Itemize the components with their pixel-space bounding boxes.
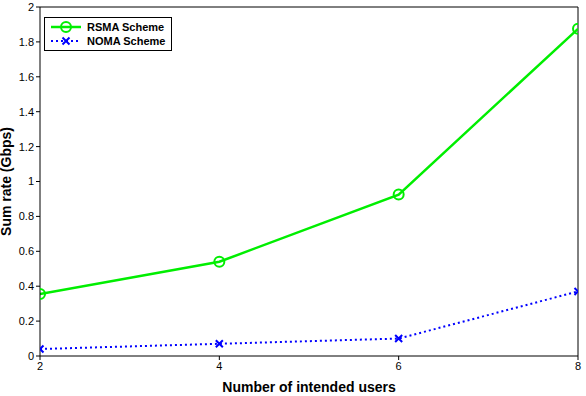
html-text:NOMA Scheme: NOMA Scheme xyxy=(87,35,166,47)
html-text:RSMA Scheme: RSMA Scheme xyxy=(87,21,165,33)
svg-text:Number of intended users: Number of intended users xyxy=(222,379,396,395)
svg-text:1.8: 1.8 xyxy=(19,36,34,48)
svg-text:2: 2 xyxy=(37,360,43,372)
svg-text:2: 2 xyxy=(28,1,34,13)
svg-text:1.4: 1.4 xyxy=(19,106,34,118)
svg-text:0.4: 0.4 xyxy=(19,280,34,292)
svg-text:1.6: 1.6 xyxy=(19,71,34,83)
svg-text:1.2: 1.2 xyxy=(19,141,34,153)
svg-text:Sum rate (Gbps): Sum rate (Gbps) xyxy=(8,127,14,236)
svg-text:0: 0 xyxy=(28,350,34,362)
svg-text:8: 8 xyxy=(575,360,578,372)
svg-text:0.8: 0.8 xyxy=(19,210,34,222)
svg-text:4: 4 xyxy=(216,360,222,372)
svg-text:1: 1 xyxy=(28,175,34,187)
svg-text:0.6: 0.6 xyxy=(19,245,34,257)
svg-text:0.2: 0.2 xyxy=(19,315,34,327)
svg-text:6: 6 xyxy=(396,360,402,372)
